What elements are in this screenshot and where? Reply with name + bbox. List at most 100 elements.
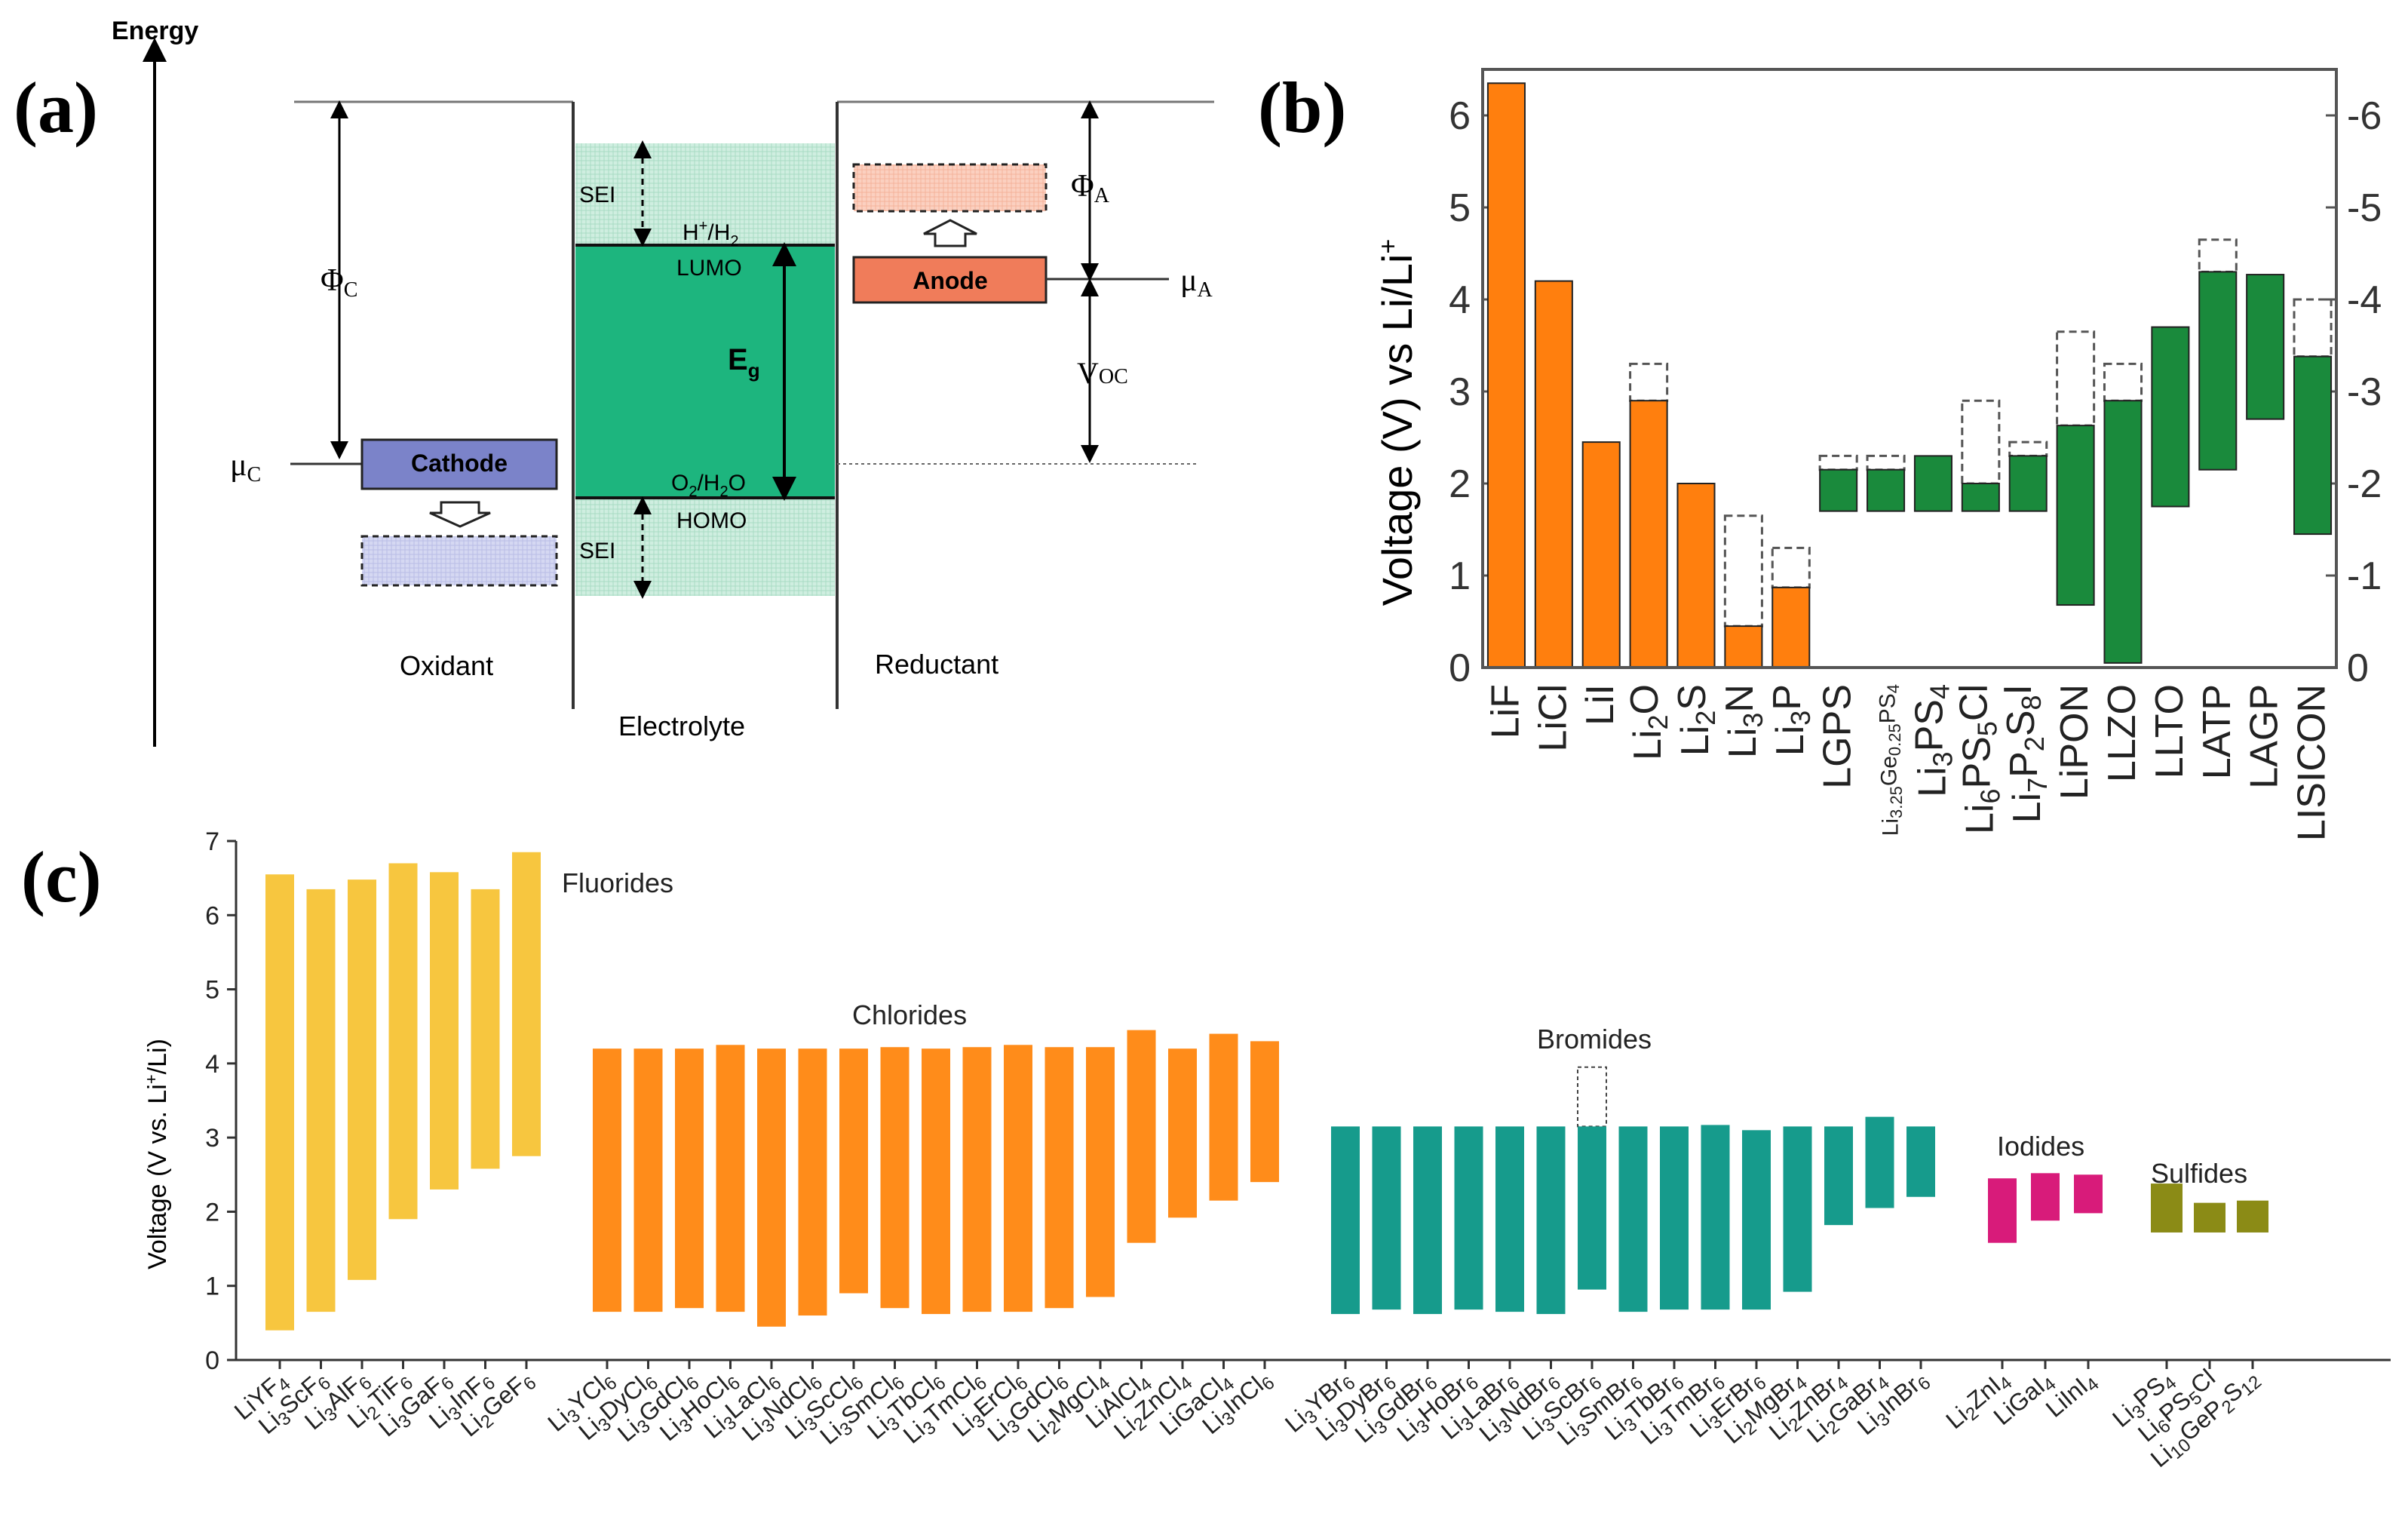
chart-b-x-label: LiI — [1578, 684, 1622, 726]
chart-c-bar — [1454, 1126, 1483, 1310]
chart-b-bar — [1724, 625, 1763, 668]
chart-b-tick-label-left: 4 — [1449, 278, 1471, 322]
chart-b-x-label: Li2​S — [1670, 684, 1721, 756]
chart-b-frame — [1481, 68, 2338, 669]
chart-c-tick-label: 3 — [205, 1124, 219, 1153]
chart-c-tick-label: 4 — [205, 1050, 219, 1079]
chart-c-bar — [922, 1048, 950, 1315]
chart-c-bar — [1331, 1126, 1360, 1315]
chart-b-bar-dashed-extension — [1818, 454, 1858, 471]
chart-b-tick-label-left: 3 — [1449, 370, 1471, 414]
chart-c-bar — [1618, 1126, 1648, 1312]
energy-axis-label: Energy — [112, 17, 198, 45]
chart-b-bar — [1581, 441, 1621, 668]
chart-c-bar — [1988, 1178, 2017, 1243]
voc-label: VOC — [1077, 356, 1128, 390]
panel-a: (a) Energy SEI SEI H+/H2 LUMO O2/H2O HOM… — [14, 17, 1214, 747]
h-couple-label: H+/H2 — [683, 218, 738, 250]
lumo-label: LUMO — [676, 256, 742, 281]
chart-b-tick-label-left: 6 — [1449, 94, 1471, 138]
chart-b-tick-label-right: -5 — [2347, 186, 2382, 230]
chart-b-tick-label-right: -4 — [2347, 278, 2382, 322]
homo-label: HOMO — [676, 508, 747, 533]
panel-b: (b) Voltage (V) vs Li/Li+ 0 1 2 3 4 5 6 0 -1 -2 -3… — [1258, 67, 2382, 841]
anode-box — [852, 256, 1048, 304]
chart-b-x-label: LLTO — [2148, 684, 2192, 778]
chart-b-tick-label-right: -3 — [2347, 370, 2382, 414]
chart-c-tick-label: 5 — [205, 976, 219, 1005]
chart-c-bar — [1372, 1126, 1401, 1310]
cathode-shifted-box — [360, 535, 558, 587]
chart-b-x-label: Li6​PS5​Cl — [1952, 684, 2005, 834]
chart-c-bar — [2031, 1173, 2060, 1221]
chart-b-x-label: LLZO — [2100, 684, 2144, 782]
anode-label: Anode — [913, 267, 988, 294]
chart-b-x-label: Li3​PS4​ — [1907, 684, 1958, 797]
chart-b-bar-dashed-extension — [1866, 454, 1906, 471]
panel-c-label: (c) — [21, 837, 102, 917]
chart-c-y-ticks: 0 1 2 3 4 5 6 7 — [205, 827, 236, 1375]
chart-b-y-ticks: 0 1 2 3 4 5 6 0 -1 -2 -3 -4 -5 -6 — [1449, 94, 2382, 690]
panel-a-label: (a) — [14, 67, 98, 148]
chart-c-tick-label: 6 — [205, 901, 219, 930]
chart-b-tick-label-left: 0 — [1449, 646, 1471, 690]
chart-b-bar — [1913, 455, 1952, 512]
chart-c-group-labels: Fluorides Chlorides Bromides Iodides Sulfide… — [562, 867, 2247, 1189]
chart-b-x-label: Li3.25​Ge0.25​PS4​ — [1876, 684, 1906, 836]
chart-c-bar — [1536, 1126, 1566, 1315]
chart-c-group-label: Chlorides — [852, 999, 967, 1030]
chart-c-bar — [1824, 1126, 1853, 1226]
chart-c-bar — [1250, 1041, 1279, 1183]
chart-c-bar — [962, 1047, 992, 1312]
chart-c-tick-label: 0 — [205, 1346, 219, 1375]
chart-b-bar — [1867, 468, 1906, 512]
chart-b-tick-label-right: 0 — [2347, 646, 2369, 690]
chart-b-x-label: LiCl — [1531, 684, 1575, 752]
chart-b-bar-dashed-extension — [1629, 362, 1669, 402]
chart-c-bar — [633, 1048, 663, 1312]
chart-c-bar — [2194, 1202, 2225, 1233]
eg-label: Eg — [728, 343, 760, 382]
chart-b-tick-label-left: 5 — [1449, 186, 1471, 230]
chart-c-bar — [1127, 1030, 1156, 1243]
o2-couple-label: O2/H2O — [671, 471, 746, 500]
chart-b-tick-label-right: -6 — [2347, 94, 2382, 138]
chart-c-bar — [1701, 1125, 1730, 1310]
chart-b-bar-dashed-extension — [2293, 298, 2333, 358]
chart-c-bar — [675, 1048, 704, 1309]
chart-c-bar — [388, 863, 418, 1220]
chart-c-bar — [798, 1048, 827, 1316]
chart-b-bar — [1676, 483, 1716, 668]
cathode-label: Cathode — [411, 450, 508, 477]
anode-shift-arrow — [923, 219, 977, 247]
chart-b-bar-dashed-extension — [1723, 514, 1763, 628]
chart-c-bar — [471, 889, 500, 1169]
chart-b-bar — [2246, 274, 2285, 420]
mu-a-label: μA — [1180, 263, 1213, 302]
sei-top-label: SEI — [579, 183, 615, 207]
phi-c-label: ΦC — [321, 263, 357, 302]
reductant-label: Reductant — [875, 649, 998, 680]
chart-c-y-axis-title: Voltage (V vs. Li+/Li) — [142, 1039, 172, 1269]
chart-c-bar — [839, 1048, 868, 1294]
chart-b-x-label: Li3​P — [1765, 684, 1816, 756]
chart-c-bars — [265, 852, 2268, 1331]
chart-c-bar — [593, 1048, 621, 1312]
anode-shifted-box — [852, 163, 1048, 213]
chart-c-bar — [880, 1047, 910, 1309]
chart-b-bar-dashed-extension — [2008, 441, 2048, 457]
sei-bottom-region — [575, 498, 835, 596]
chart-c-group-label: Sulfides — [2151, 1158, 2247, 1189]
electrolyte-band-gap — [575, 245, 835, 498]
mu-c-label: μC — [230, 448, 261, 487]
chart-b-bar — [1486, 82, 1526, 669]
chart-b-bars — [1486, 82, 2333, 669]
sei-top-region — [575, 143, 835, 245]
chart-b-x-label: Li2​O — [1623, 684, 1673, 760]
chart-c-bar — [306, 889, 336, 1312]
chart-b-bar — [2008, 455, 2048, 512]
chart-c-bar — [1004, 1045, 1032, 1312]
chart-c-bar — [716, 1045, 745, 1312]
chart-b-bar-dashed-extension — [1961, 399, 2001, 485]
